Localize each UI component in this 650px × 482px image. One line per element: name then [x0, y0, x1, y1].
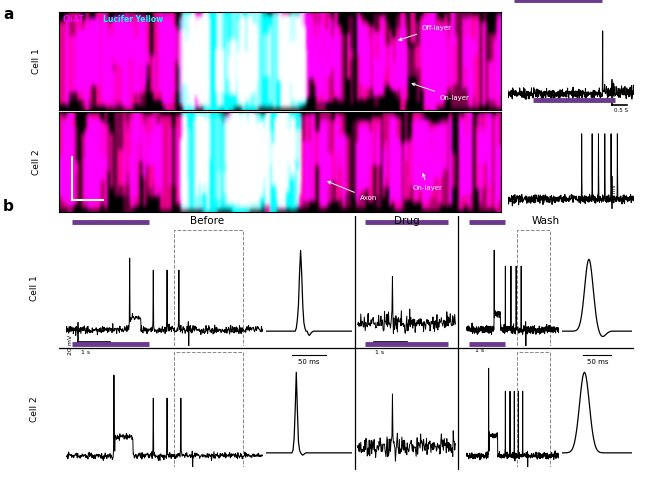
- Text: ChAT: ChAT: [63, 15, 84, 24]
- Text: Axon: Axon: [328, 181, 377, 201]
- Text: 50 ms: 50 ms: [298, 360, 320, 365]
- Text: Before: Before: [190, 216, 224, 226]
- Text: 1 s: 1 s: [376, 350, 385, 355]
- Text: 20 mV: 20 mV: [612, 184, 618, 201]
- Text: Off-layer: Off-layer: [399, 25, 452, 40]
- Text: Drug: Drug: [394, 216, 419, 226]
- Text: 1 s: 1 s: [81, 349, 90, 355]
- Text: Cell 2: Cell 2: [30, 397, 39, 423]
- Text: Cell 1: Cell 1: [32, 48, 41, 74]
- Text: Cell 2: Cell 2: [32, 149, 41, 175]
- Text: 20 mV: 20 mV: [612, 82, 618, 100]
- Text: 0.5 S: 0.5 S: [614, 108, 629, 113]
- Text: On-layer: On-layer: [413, 174, 443, 191]
- Text: 1 s: 1 s: [474, 348, 484, 353]
- Bar: [517, 230, 550, 346]
- Text: On-layer: On-layer: [412, 83, 469, 101]
- Text: Wash: Wash: [532, 216, 560, 226]
- Bar: [174, 230, 243, 346]
- Text: Cell 1: Cell 1: [30, 275, 39, 301]
- Text: 20 mV: 20 mV: [68, 335, 73, 355]
- Text: Lucifer Yellow: Lucifer Yellow: [103, 15, 163, 24]
- Bar: [517, 352, 550, 467]
- Bar: [174, 352, 243, 467]
- Text: 50 ms: 50 ms: [586, 360, 608, 365]
- Text: b: b: [3, 199, 14, 214]
- Text: a: a: [3, 7, 14, 22]
